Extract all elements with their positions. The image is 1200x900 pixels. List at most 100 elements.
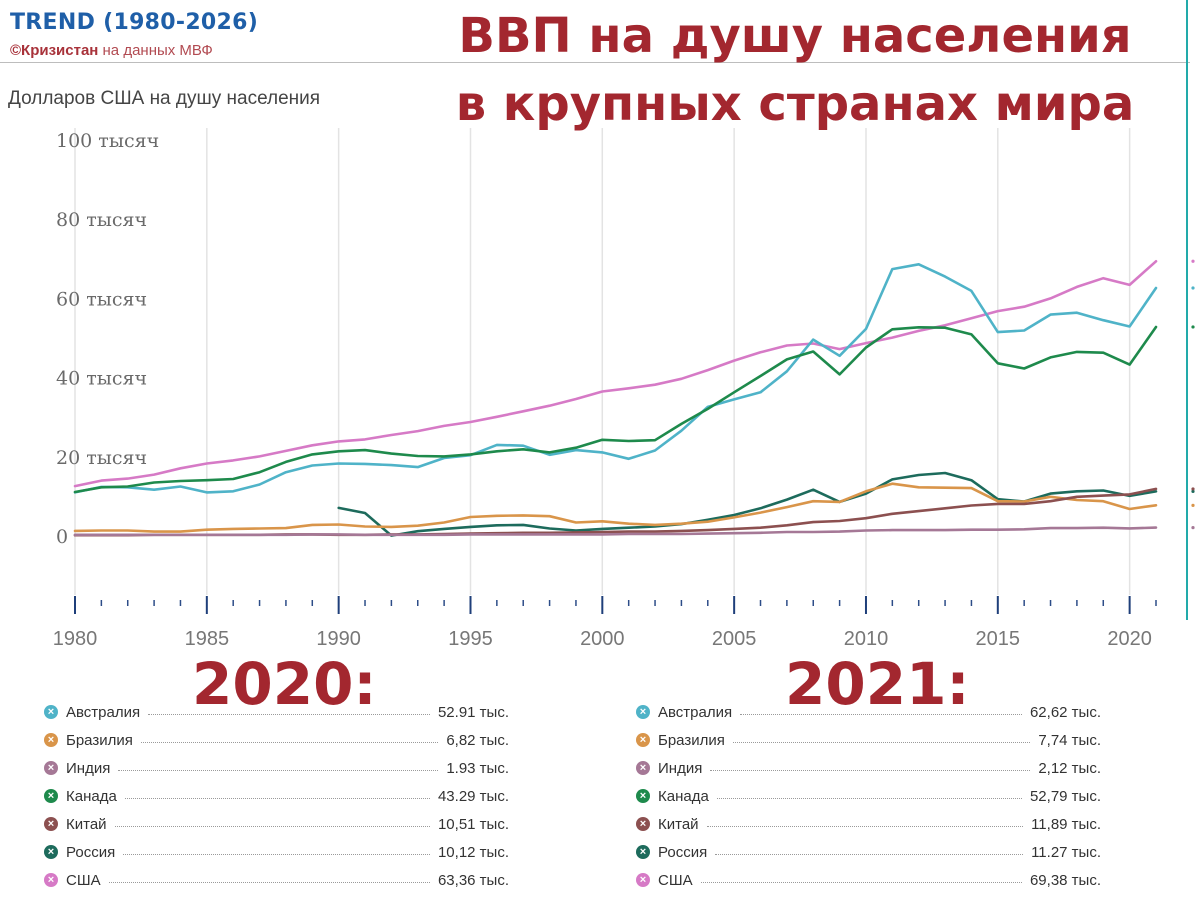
x-tick-label: 1990	[316, 628, 361, 650]
legend-value: 52,79 тыс.	[1029, 787, 1101, 805]
legend-country-name: Австралия	[658, 703, 733, 721]
y-tick-label: 20 тысяч	[56, 447, 147, 469]
series-end-marker	[1191, 325, 1195, 329]
x-tick-label: 2005	[712, 628, 757, 650]
series-close-icon[interactable]: ×	[636, 761, 650, 775]
legend-leader-dots	[710, 769, 1031, 771]
legend-row: × Индия 2,12 тыс.	[636, 754, 1101, 782]
series-close-icon[interactable]: ×	[44, 817, 58, 831]
x-tick-label: 1985	[185, 628, 230, 650]
legend-row: × Китай 10,51 тыс.	[44, 810, 509, 838]
series-close-icon[interactable]: ×	[44, 873, 58, 887]
series-close-icon[interactable]: ×	[636, 789, 650, 803]
y-tick-label: 100 тысяч	[56, 130, 159, 152]
chart-title: ВВП на душу населения в крупных странах …	[430, 2, 1160, 138]
series-close-icon[interactable]: ×	[636, 705, 650, 719]
series-end-marker	[1191, 286, 1195, 290]
x-tick-label: 2000	[580, 628, 625, 650]
legend-value: 6,82 тыс.	[446, 731, 509, 749]
x-tick-label: 2020	[1107, 628, 1152, 650]
credit-author: ©Кризистан	[10, 42, 99, 59]
series-close-icon[interactable]: ×	[44, 705, 58, 719]
x-tick-label: 1995	[448, 628, 493, 650]
chart-title-line-1: ВВП на душу населения	[458, 8, 1132, 64]
y-tick-label: 0	[56, 526, 68, 548]
series-close-icon[interactable]: ×	[44, 845, 58, 859]
chart-title-line-2: в крупных странах мира	[455, 76, 1135, 132]
legend-leader-dots	[732, 741, 1031, 743]
legend-value: 7,74 тыс.	[1038, 731, 1101, 749]
series-end-marker	[1191, 489, 1195, 493]
series-close-icon[interactable]: ×	[44, 761, 58, 775]
series-close-icon[interactable]: ×	[636, 873, 650, 887]
legend-leader-dots	[114, 825, 430, 827]
credit-source: на данных МВФ	[98, 42, 213, 59]
legend-2021-heading: 2021:	[785, 650, 970, 718]
legend-leader-dots	[108, 881, 430, 883]
legend-row: × Австралия 62,62 тыс.	[636, 698, 1101, 726]
legend-leader-dots	[715, 853, 1024, 855]
series-close-icon[interactable]: ×	[636, 817, 650, 831]
series-line	[73, 325, 1158, 494]
legend-country-name: Бразилия	[658, 731, 725, 749]
y-tick-label: 40 тысяч	[56, 368, 147, 390]
legend-leader-dots	[740, 713, 1022, 715]
legend-country-name: Россия	[66, 843, 116, 861]
legend-value: 43.29 тыс.	[437, 787, 509, 805]
legend-leader-dots	[123, 853, 430, 855]
legend-country-name: Индия	[66, 759, 111, 777]
header-divider	[0, 62, 1190, 63]
series-end-marker	[1191, 487, 1195, 491]
legend-row: × Россия 11.27 тыс.	[636, 838, 1101, 866]
series-end-marker	[1191, 259, 1195, 263]
legend-leader-dots	[124, 797, 430, 799]
legend-value: 1.93 тыс.	[446, 759, 509, 777]
legend-country-name: Канада	[66, 787, 117, 805]
legend-country-name: Индия	[658, 759, 703, 777]
legend-leader-dots	[700, 881, 1022, 883]
series-end-marker	[1191, 526, 1195, 530]
series-line	[73, 482, 1158, 533]
legend-row: × Канада 52,79 тыс.	[636, 782, 1101, 810]
series-close-icon[interactable]: ×	[636, 845, 650, 859]
series-close-icon[interactable]: ×	[44, 789, 58, 803]
year-cursor-line	[1186, 0, 1188, 620]
x-tick-label: 2010	[844, 628, 889, 650]
legend-value: 11.27 тыс.	[1031, 843, 1101, 861]
y-tick-label: 80 тысяч	[56, 209, 147, 231]
y-tick-label: 60 тысяч	[56, 288, 147, 310]
legend-country-name: Китай	[658, 815, 699, 833]
legend-leader-dots	[716, 797, 1022, 799]
legend-value: 52.91 тыс.	[437, 703, 509, 721]
legend-row: × Россия 10,12 тыс.	[44, 838, 509, 866]
legend-row: × Канада 43.29 тыс.	[44, 782, 509, 810]
legend-value: 63,36 тыс.	[437, 871, 509, 889]
x-tick-label: 1980	[53, 628, 98, 650]
series-close-icon[interactable]: ×	[636, 733, 650, 747]
legend-country-name: Россия	[658, 843, 708, 861]
y-axis-unit-label: Долларов США на душу населения	[8, 88, 321, 109]
series-line	[337, 471, 1158, 537]
x-tick-label: 2015	[976, 628, 1021, 650]
line-chart: 0 20 тысяч 40 тысяч 60 тысяч 80 тысяч 100 тыс…	[53, 128, 1195, 650]
legend-value: 11,89 тыс.	[1031, 815, 1101, 833]
legend-2020: × Австралия 52.91 тыс. × Бразилия 6,82 тыс. × И…	[44, 698, 509, 894]
legend-country-name: США	[66, 871, 101, 889]
legend-country-name: Бразилия	[66, 731, 133, 749]
legend-value: 10,12 тыс.	[437, 843, 509, 861]
legend-2021: × Австралия 62,62 тыс. × Бразилия 7,74 тыс. × И…	[636, 698, 1101, 894]
legend-leader-dots	[140, 741, 439, 743]
series-end-marker	[1191, 503, 1195, 507]
legend-row: × Китай 11,89 тыс.	[636, 810, 1101, 838]
legend-leader-dots	[118, 769, 439, 771]
series-close-icon[interactable]: ×	[44, 733, 58, 747]
legend-country-name: Австралия	[66, 703, 141, 721]
legend-row: × Индия 1.93 тыс.	[44, 754, 509, 782]
legend-value: 10,51 тыс.	[437, 815, 509, 833]
legend-row: × Бразилия 7,74 тыс.	[636, 726, 1101, 754]
legend-value: 69,38 тыс.	[1029, 871, 1101, 889]
legend-row: × Бразилия 6,82 тыс.	[44, 726, 509, 754]
source-credit: ©Кризистан на данных МВФ	[10, 42, 213, 59]
legend-value: 2,12 тыс.	[1038, 759, 1101, 777]
legend-row: × Австралия 52.91 тыс.	[44, 698, 509, 726]
